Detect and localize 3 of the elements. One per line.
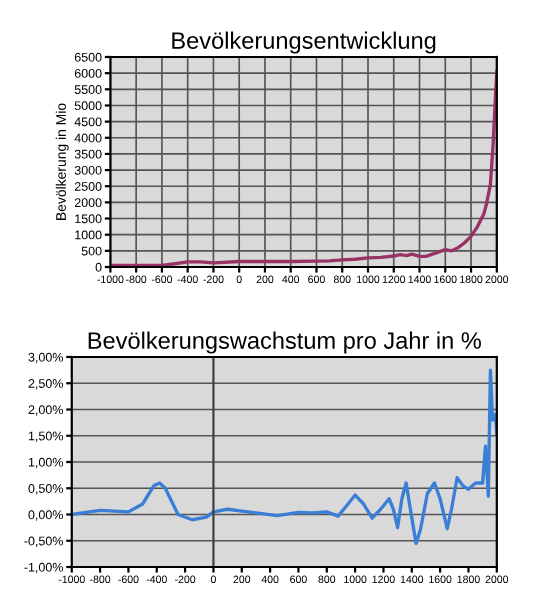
chart-title: Bevölkerungsentwicklung: [172, 31, 436, 54]
line-series: [71, 368, 497, 546]
chart-title: Bevölkerungswachstum pro Jahr in %: [88, 331, 481, 354]
